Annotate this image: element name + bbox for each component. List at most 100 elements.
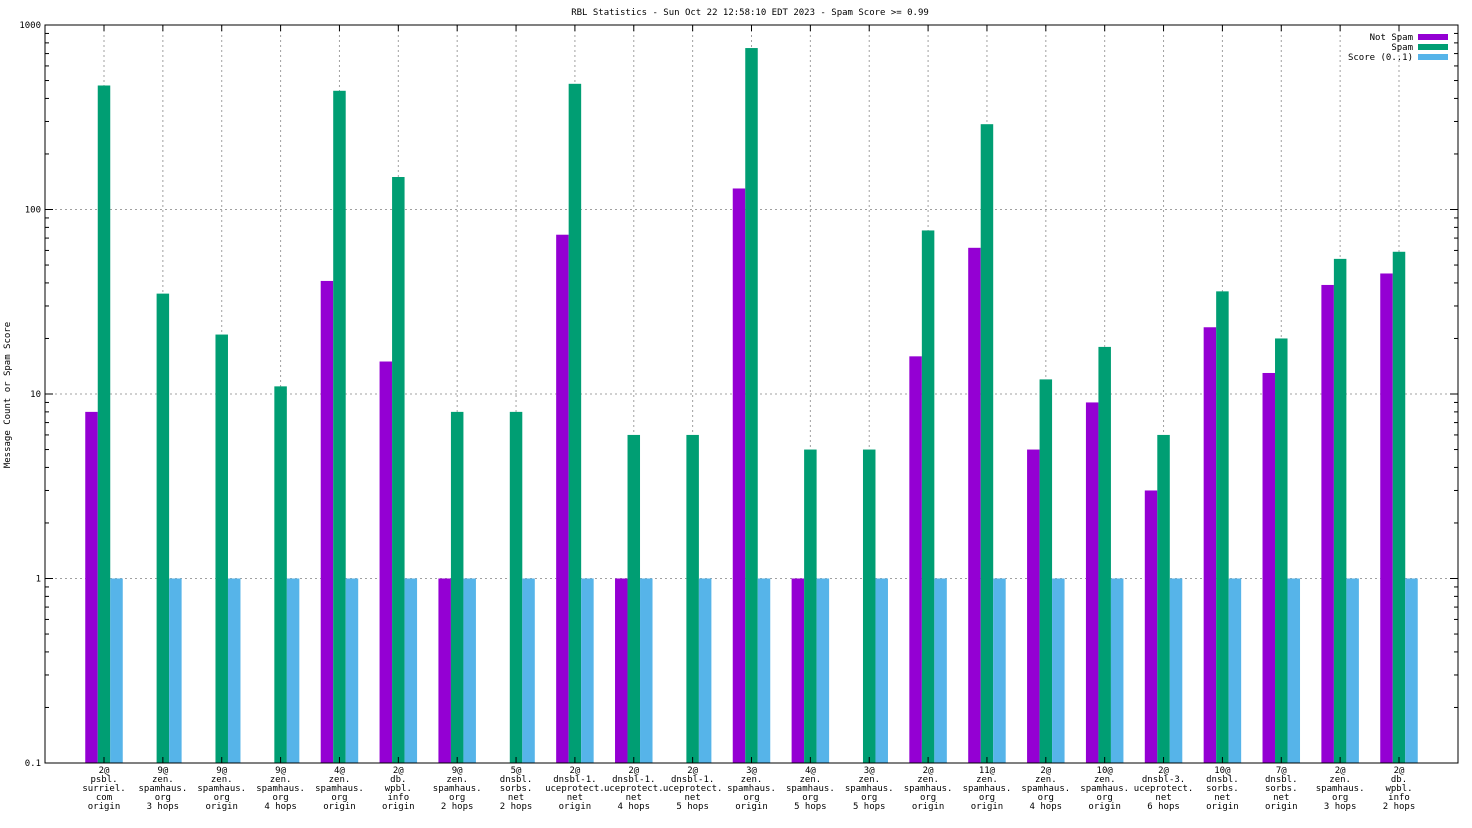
x-tick-label: 10@ zen. spamhaus. org origin: [1080, 766, 1129, 812]
x-tick-label: 2@ db. wpbl. info 2 hops: [1383, 766, 1416, 812]
x-tick-label: 9@ zen. spamhaus. org 2 hops: [433, 766, 482, 812]
bar-spam: [1098, 346, 1111, 763]
bar-score-0-1: [522, 578, 535, 763]
bar-spam: [156, 293, 170, 763]
bar-spam: [627, 434, 641, 763]
bar-spam: [509, 411, 523, 763]
x-tick-label: 2@ dnsbl-1. uceprotect. net 5 hops: [663, 766, 723, 812]
bar-not-spam: [1380, 273, 1393, 763]
bar-score-0-1: [993, 578, 1006, 763]
bar-spam: [274, 386, 287, 763]
bar-spam: [1216, 291, 1229, 763]
bar-score-0-1: [1052, 578, 1065, 763]
bar-score-0-1: [169, 578, 182, 763]
legend-label: Not Spam: [1370, 33, 1413, 43]
legend-label: Spam: [1391, 43, 1413, 53]
bar-spam: [392, 177, 405, 763]
bar-not-spam: [732, 188, 746, 764]
bar-score-0-1: [1110, 578, 1124, 763]
bar-score-0-1: [640, 578, 653, 763]
bar-score-0-1: [227, 578, 241, 763]
x-tick-label: 2@ psbl. surriel. com origin: [82, 766, 125, 812]
bar-spam: [450, 411, 464, 763]
bar-spam: [1157, 434, 1170, 763]
bar-not-spam: [1262, 372, 1276, 763]
x-tick-label: 2@ zen. spamhaus. org 3 hops: [1316, 766, 1365, 812]
x-tick-label: 2@ dnsbl-3. uceprotect. net 6 hops: [1134, 766, 1194, 812]
bar-score-0-1: [698, 578, 712, 763]
y-tick-label: 100: [25, 206, 41, 216]
bar-spam: [97, 85, 111, 764]
bar-spam: [215, 334, 228, 763]
bar-spam: [804, 449, 817, 763]
bar-score-0-1: [875, 578, 888, 763]
y-tick-label: 1: [36, 575, 41, 585]
x-tick-label: 4@ zen. spamhaus. org origin: [315, 766, 364, 812]
bar-not-spam: [379, 361, 393, 763]
bar-score-0-1: [1346, 578, 1359, 763]
bar-spam: [1039, 379, 1053, 763]
bar-not-spam: [1203, 327, 1217, 763]
bar-not-spam: [615, 578, 628, 763]
legend-swatch: [1418, 54, 1448, 60]
x-tick-label: 4@ zen. spamhaus. org 5 hops: [786, 766, 835, 812]
bar-spam: [980, 124, 994, 764]
legend-swatch: [1418, 44, 1448, 50]
bar-score-0-1: [286, 578, 300, 763]
bar-score-0-1: [1405, 578, 1418, 763]
bar-spam: [568, 83, 582, 764]
x-tick-label: 2@ dnsbl-1. uceprotect. net origin: [545, 766, 605, 812]
bar-not-spam: [85, 411, 98, 763]
bar-not-spam: [968, 247, 981, 764]
bar-spam: [686, 434, 699, 763]
bar-not-spam: [1321, 284, 1334, 763]
x-tick-label: 3@ zen. spamhaus. org 5 hops: [845, 766, 894, 812]
bar-not-spam: [438, 578, 451, 763]
bar-score-0-1: [1169, 578, 1183, 763]
x-tick-label: 9@ zen. spamhaus. org origin: [197, 766, 246, 812]
bar-score-0-1: [581, 578, 594, 763]
x-tick-label: 9@ zen. spamhaus. org 3 hops: [138, 766, 187, 812]
x-tick-label: 5@ dnsbl. sorbs. net 2 hops: [500, 766, 533, 812]
bar-spam: [333, 90, 346, 764]
x-tick-label: 2@ db. wpbl. info origin: [382, 766, 415, 812]
y-axis-label: Message Count or Spam Score: [3, 322, 13, 468]
bar-spam: [862, 449, 876, 763]
bar-not-spam: [1144, 490, 1158, 763]
x-tick-label: 10@ dnsbl. sorbs. net origin: [1206, 766, 1239, 812]
bar-spam: [1392, 251, 1406, 763]
y-tick-label: 1000: [19, 21, 41, 31]
x-tick-label: 2@ zen. spamhaus. org 4 hops: [1021, 766, 1070, 812]
bar-spam: [1333, 258, 1347, 763]
bar-score-0-1: [934, 578, 947, 763]
x-tick-label: 11@ zen. spamhaus. org origin: [963, 766, 1012, 812]
bar-not-spam: [909, 356, 922, 763]
bar-score-0-1: [1287, 578, 1301, 763]
bar-score-0-1: [404, 578, 418, 763]
bar-spam: [745, 48, 758, 763]
x-tick-label: 2@ zen. spamhaus. org origin: [904, 766, 953, 812]
axis-ticks: 0.1 1 10 100 1000 2@ psbl. surriel. com origin 9@ z…: [19, 21, 1458, 812]
bar-not-spam: [1027, 449, 1040, 763]
x-tick-label: 7@ dnsbl. sorbs. net origin: [1265, 766, 1298, 812]
bar-not-spam: [791, 578, 805, 763]
bar-spam: [921, 230, 935, 764]
legend-swatch: [1418, 34, 1448, 40]
bar-score-0-1: [463, 578, 476, 763]
x-tick-label: 2@ dnsbl-1. uceprotect. net 4 hops: [604, 766, 664, 812]
x-tick-label: 9@ zen. spamhaus. org 4 hops: [256, 766, 305, 812]
bar-not-spam: [1085, 402, 1099, 763]
x-tick-label: 3@ zen. spamhaus. org origin: [727, 766, 776, 812]
legend-label: Score (0..1): [1348, 53, 1413, 63]
bar-not-spam: [556, 234, 569, 764]
bar-spam: [1275, 338, 1288, 763]
bar-score-0-1: [345, 578, 359, 763]
bar-score-0-1: [1228, 578, 1242, 763]
y-tick-label: 10: [30, 390, 41, 400]
bar-not-spam: [320, 280, 334, 763]
bar-score-0-1: [757, 578, 771, 763]
bar-score-0-1: [816, 578, 830, 763]
